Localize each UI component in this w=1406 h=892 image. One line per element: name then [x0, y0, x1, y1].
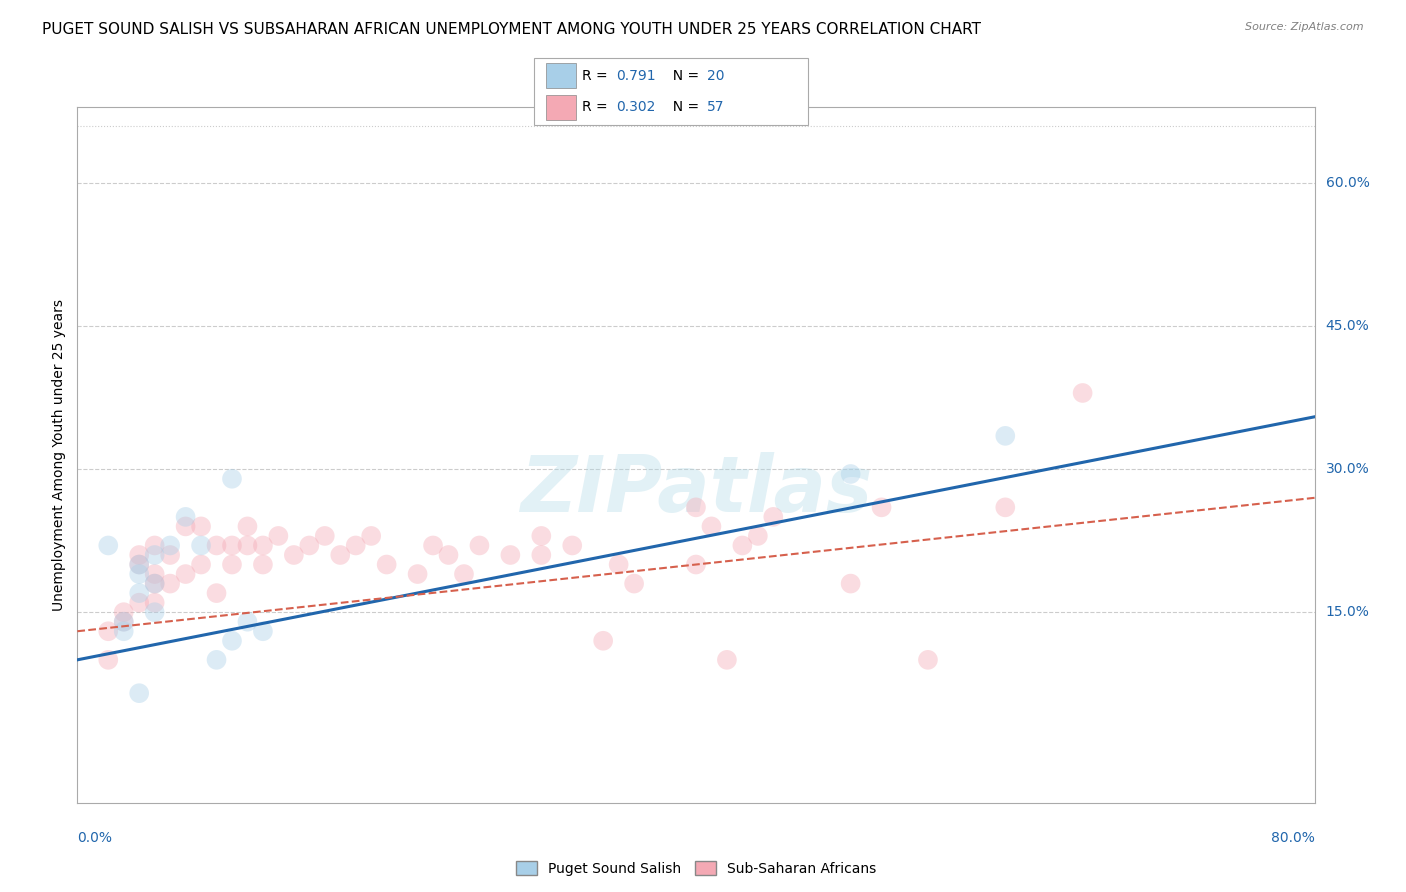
Point [143, 576, 166, 591]
Point [530, 529, 553, 543]
Point [236, 615, 259, 629]
Text: PUGET SOUND SALISH VS SUBSAHARAN AFRICAN UNEMPLOYMENT AMONG YOUTH UNDER 25 YEARS: PUGET SOUND SALISH VS SUBSAHARAN AFRICAN… [42, 22, 981, 37]
Point [252, 539, 274, 553]
Text: ZIPatlas: ZIPatlas [520, 451, 872, 528]
Text: 60.0%: 60.0% [1326, 177, 1369, 190]
Point [174, 509, 197, 524]
Point [128, 586, 150, 600]
Point [143, 576, 166, 591]
Text: 30.0%: 30.0% [1326, 462, 1369, 476]
Point [97, 653, 120, 667]
Point [112, 605, 135, 619]
Point [236, 539, 259, 553]
Point [159, 576, 181, 591]
Text: 80.0%: 80.0% [1271, 830, 1315, 845]
Text: 20: 20 [707, 69, 724, 83]
Point [143, 539, 166, 553]
Point [716, 653, 738, 667]
Point [97, 624, 120, 639]
Point [1071, 386, 1094, 401]
Point [870, 500, 893, 515]
Point [221, 633, 243, 648]
Point [205, 586, 228, 600]
Point [205, 539, 228, 553]
Point [221, 558, 243, 572]
Point [221, 472, 243, 486]
Point [731, 539, 754, 553]
Point [143, 548, 166, 562]
Point [252, 624, 274, 639]
Point [143, 567, 166, 582]
Point [344, 539, 367, 553]
Point [561, 539, 583, 553]
Point [267, 529, 290, 543]
Point [499, 548, 522, 562]
Point [128, 596, 150, 610]
Point [205, 653, 228, 667]
Y-axis label: Unemployment Among Youth under 25 years: Unemployment Among Youth under 25 years [52, 299, 66, 611]
Point [314, 529, 336, 543]
Text: R =: R = [582, 100, 612, 114]
Point [143, 605, 166, 619]
Point [112, 615, 135, 629]
Point [747, 529, 769, 543]
Point [112, 615, 135, 629]
Point [762, 509, 785, 524]
Point [468, 539, 491, 553]
Point [190, 539, 212, 553]
Text: 15.0%: 15.0% [1326, 605, 1369, 619]
Text: 0.791: 0.791 [616, 69, 655, 83]
Point [128, 548, 150, 562]
Point [128, 567, 150, 582]
Point [685, 500, 707, 515]
Legend: Puget Sound Salish, Sub-Saharan Africans: Puget Sound Salish, Sub-Saharan Africans [516, 861, 876, 876]
Point [329, 548, 352, 562]
Point [252, 558, 274, 572]
Point [298, 539, 321, 553]
Point [700, 519, 723, 533]
Point [375, 558, 398, 572]
Point [994, 500, 1017, 515]
Point [839, 467, 862, 481]
Point [994, 429, 1017, 443]
Point [112, 624, 135, 639]
Point [607, 558, 630, 572]
Point [530, 548, 553, 562]
Text: N =: N = [664, 100, 703, 114]
Point [190, 519, 212, 533]
Point [190, 558, 212, 572]
Point [453, 567, 475, 582]
Point [685, 558, 707, 572]
Point [283, 548, 305, 562]
Point [174, 519, 197, 533]
Point [623, 576, 645, 591]
Point [917, 653, 939, 667]
Point [437, 548, 460, 562]
Point [360, 529, 382, 543]
Text: Source: ZipAtlas.com: Source: ZipAtlas.com [1246, 22, 1364, 32]
Text: 45.0%: 45.0% [1326, 319, 1369, 334]
Text: 57: 57 [707, 100, 724, 114]
Point [839, 576, 862, 591]
Point [128, 686, 150, 700]
Point [221, 539, 243, 553]
Point [159, 539, 181, 553]
Point [236, 519, 259, 533]
Point [159, 548, 181, 562]
Point [406, 567, 429, 582]
Text: R =: R = [582, 69, 612, 83]
Point [143, 596, 166, 610]
Point [592, 633, 614, 648]
Text: 0.0%: 0.0% [77, 830, 112, 845]
Point [174, 567, 197, 582]
Point [128, 558, 150, 572]
Point [422, 539, 444, 553]
Point [97, 539, 120, 553]
Text: 0.302: 0.302 [616, 100, 655, 114]
Text: N =: N = [664, 69, 703, 83]
Point [128, 558, 150, 572]
